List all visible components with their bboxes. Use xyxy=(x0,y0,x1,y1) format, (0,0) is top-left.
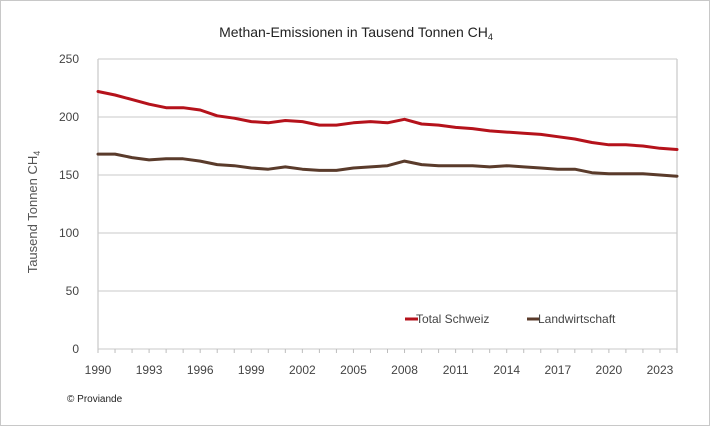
x-tick-labels: 1990 1993 1996 1999 2002 2005 2008 2011 2014 2017… xyxy=(85,349,678,377)
legend-label-total-schweiz: Total Schweiz xyxy=(416,312,489,326)
series-line-landwirtschaft xyxy=(96,152,679,178)
y-tick-100: 100 xyxy=(59,226,79,240)
x-tick-1993: 1993 xyxy=(136,363,163,377)
legend-label-landwirtschaft: Landwirtschaft xyxy=(538,312,616,326)
y-tick-250: 250 xyxy=(59,52,79,66)
y-axis-label-text: Tausend Tonnen CH xyxy=(25,156,40,274)
y-tick-labels: 0 50 100 150 200 250 xyxy=(59,52,79,356)
x-tick-2011: 2011 xyxy=(443,363,469,377)
y-axis-label: Tausend Tonnen CH4 xyxy=(25,151,42,274)
y-tick-200: 200 xyxy=(59,110,79,124)
x-tick-1996: 1996 xyxy=(187,363,214,377)
y-tick-50: 50 xyxy=(66,284,80,298)
chart-title: Methan-Emissionen in Tausend Tonnen CH4 xyxy=(219,24,493,42)
y-tick-0: 0 xyxy=(72,342,79,356)
chart-title-subscript: 4 xyxy=(488,32,493,42)
y-tick-150: 150 xyxy=(59,168,79,182)
source-credit: © Proviande xyxy=(67,394,123,405)
x-tick-2020: 2020 xyxy=(596,363,623,377)
x-tick-2002: 2002 xyxy=(289,363,316,377)
legend: Total Schweiz Landwirtschaft xyxy=(405,312,616,326)
series-line-total-schweiz xyxy=(96,90,679,151)
x-tick-2023: 2023 xyxy=(647,363,674,377)
series-lines xyxy=(96,90,679,178)
x-tick-2008: 2008 xyxy=(391,363,418,377)
y-axis-label-subscript: 4 xyxy=(32,151,42,156)
x-tick-2005: 2005 xyxy=(340,363,367,377)
x-tick-2014: 2014 xyxy=(493,363,520,377)
chart-title-text: Methan-Emissionen in Tausend Tonnen CH xyxy=(219,24,488,40)
x-tick-1999: 1999 xyxy=(238,363,265,377)
x-tick-2017: 2017 xyxy=(544,363,571,377)
grid-lines xyxy=(97,58,678,350)
x-tick-1990: 1990 xyxy=(85,363,112,377)
